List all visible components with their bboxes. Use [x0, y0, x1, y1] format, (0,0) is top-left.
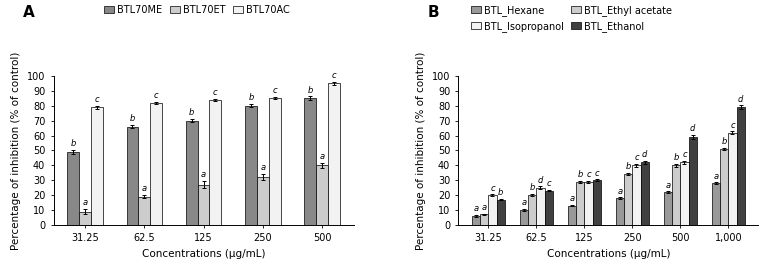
- Text: a: a: [142, 184, 147, 193]
- Text: b: b: [189, 108, 195, 117]
- Bar: [728, 133, 737, 225]
- X-axis label: Concentrations (μg/mL): Concentrations (μg/mL): [142, 249, 265, 259]
- Bar: [139, 197, 150, 225]
- Text: b: b: [529, 183, 535, 192]
- X-axis label: Concentrations (μg/mL): Concentrations (μg/mL): [547, 249, 670, 259]
- Bar: [616, 198, 624, 225]
- Bar: [576, 182, 584, 225]
- Text: c: c: [490, 183, 495, 193]
- Bar: [496, 199, 505, 225]
- Legend: BTL70ME, BTL70ET, BTL70AC: BTL70ME, BTL70ET, BTL70AC: [104, 5, 290, 15]
- Text: B: B: [428, 5, 440, 20]
- Text: c: c: [634, 153, 639, 162]
- Text: c: c: [730, 121, 735, 130]
- Bar: [673, 165, 680, 225]
- Bar: [568, 205, 576, 225]
- Bar: [67, 152, 79, 225]
- Text: a: a: [570, 194, 574, 203]
- Bar: [545, 191, 553, 225]
- Text: d: d: [642, 150, 647, 159]
- Y-axis label: Percentage of inhibition (% of control): Percentage of inhibition (% of control): [416, 51, 426, 250]
- Text: c: c: [94, 95, 99, 104]
- Bar: [328, 83, 340, 225]
- Bar: [680, 162, 689, 225]
- Bar: [186, 121, 198, 225]
- Text: c: c: [154, 91, 159, 100]
- Bar: [269, 98, 280, 225]
- Text: b: b: [578, 170, 583, 179]
- Text: b: b: [308, 86, 313, 95]
- Bar: [79, 211, 91, 225]
- Bar: [529, 195, 536, 225]
- Y-axis label: Percentage of inhibition (% of control): Percentage of inhibition (% of control): [11, 51, 21, 250]
- Text: d: d: [690, 124, 696, 133]
- Legend: BTL_Hexane, BTL_Isopropanol, BTL_Ethyl acetate, BTL_Ethanol: BTL_Hexane, BTL_Isopropanol, BTL_Ethyl a…: [471, 5, 672, 31]
- Bar: [633, 165, 640, 225]
- Bar: [480, 215, 489, 225]
- Bar: [584, 182, 593, 225]
- Text: a: a: [260, 163, 265, 172]
- Text: c: c: [213, 88, 218, 97]
- Bar: [640, 162, 649, 225]
- Text: b: b: [498, 188, 503, 197]
- Bar: [316, 165, 328, 225]
- Text: c: c: [683, 150, 687, 159]
- Bar: [257, 177, 269, 225]
- Text: c: c: [332, 71, 336, 80]
- Bar: [245, 106, 257, 225]
- Text: a: a: [617, 186, 623, 196]
- Text: a: a: [482, 203, 487, 212]
- Text: b: b: [673, 153, 679, 162]
- Text: a: a: [319, 152, 325, 161]
- Text: c: c: [594, 169, 599, 178]
- Bar: [737, 107, 745, 225]
- Text: a: a: [83, 198, 87, 208]
- Bar: [536, 188, 545, 225]
- Text: a: a: [201, 170, 206, 179]
- Bar: [689, 137, 697, 225]
- Bar: [209, 100, 221, 225]
- Text: c: c: [546, 179, 551, 188]
- Bar: [712, 183, 720, 225]
- Bar: [720, 149, 728, 225]
- Bar: [624, 174, 633, 225]
- Text: b: b: [70, 139, 76, 148]
- Text: c: c: [586, 170, 591, 179]
- Bar: [304, 98, 316, 225]
- Text: a: a: [522, 198, 527, 208]
- Bar: [150, 103, 162, 225]
- Bar: [126, 127, 139, 225]
- Text: b: b: [626, 162, 631, 171]
- Text: A: A: [23, 5, 34, 20]
- Bar: [520, 210, 529, 225]
- Text: d: d: [538, 176, 543, 185]
- Bar: [664, 192, 673, 225]
- Text: d: d: [738, 95, 743, 104]
- Text: a: a: [473, 204, 479, 214]
- Bar: [489, 195, 496, 225]
- Bar: [198, 185, 209, 225]
- Text: a: a: [714, 172, 719, 181]
- Text: c: c: [273, 86, 277, 95]
- Bar: [593, 180, 601, 225]
- Bar: [91, 107, 103, 225]
- Text: b: b: [248, 93, 254, 102]
- Bar: [472, 216, 480, 225]
- Text: a: a: [666, 180, 671, 190]
- Text: b: b: [722, 137, 727, 146]
- Text: b: b: [129, 114, 135, 123]
